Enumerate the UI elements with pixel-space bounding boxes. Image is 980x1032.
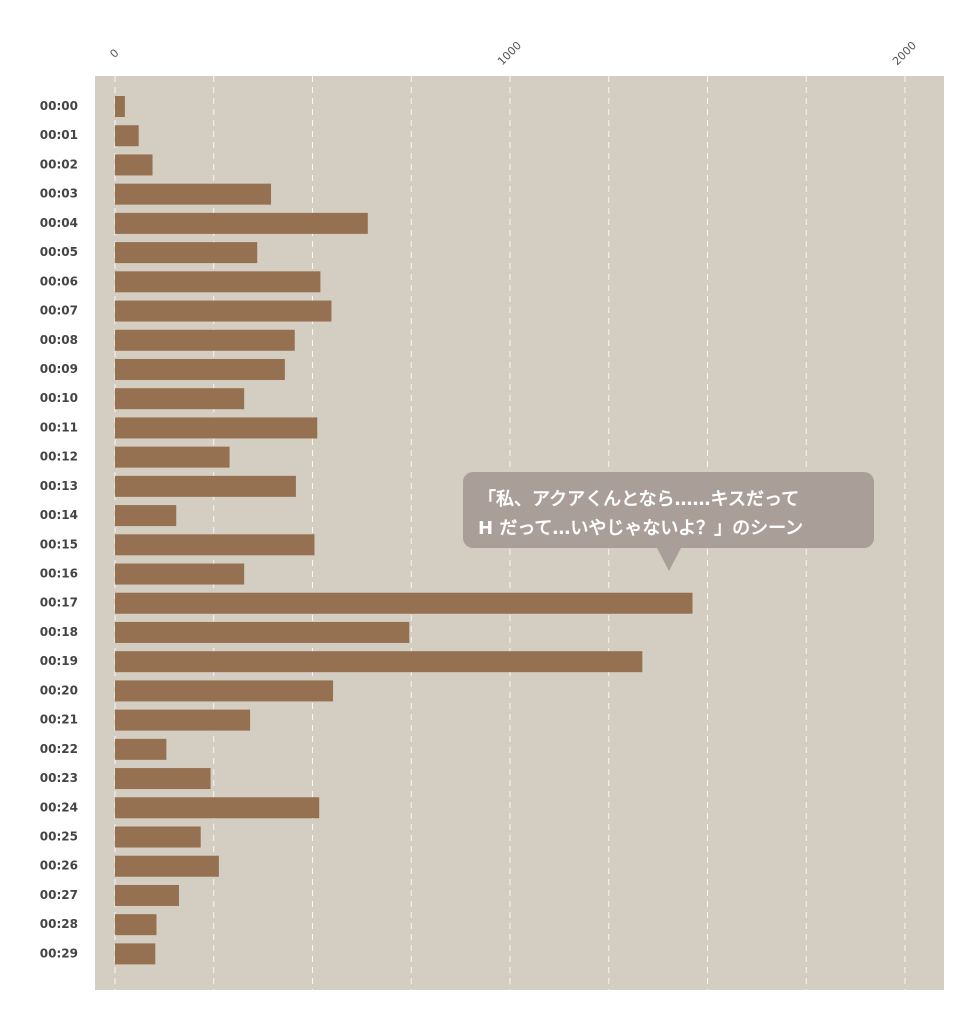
category-label: 00:23	[40, 771, 78, 785]
bar	[115, 826, 201, 848]
x-tick-label: 0	[107, 46, 121, 60]
bar	[115, 446, 230, 468]
x-tick-label: 1000	[495, 39, 524, 68]
bar	[115, 884, 179, 906]
category-label: 00:01	[40, 128, 78, 142]
category-label: 00:18	[40, 625, 78, 639]
category-label: 00:29	[40, 946, 78, 960]
bar	[115, 797, 320, 819]
bar	[115, 475, 296, 497]
bar	[115, 417, 318, 439]
bar	[115, 329, 295, 351]
bar	[115, 855, 219, 877]
annotation-text: H だって…いやじゃないよ？」のシーン	[478, 518, 803, 539]
bar	[115, 592, 693, 614]
category-label: 00:09	[40, 362, 78, 376]
category-label: 00:19	[40, 654, 78, 668]
category-label: 00:12	[40, 450, 78, 464]
category-label: 00:06	[40, 274, 78, 288]
bar	[115, 563, 245, 585]
bar	[115, 534, 315, 556]
bar	[115, 242, 258, 264]
annotation-pointer	[657, 548, 681, 571]
bar	[115, 183, 272, 205]
category-label: 00:10	[40, 391, 78, 405]
bar	[115, 505, 177, 527]
category-label: 00:16	[40, 567, 78, 581]
annotation-text: 「私、アクアくんとなら……キスだって	[478, 488, 799, 510]
category-label: 00:21	[40, 713, 78, 727]
bar	[115, 621, 410, 643]
category-label: 00:13	[40, 479, 78, 493]
category-label: 00:24	[40, 800, 78, 814]
bar	[115, 358, 285, 380]
category-label: 00:25	[40, 830, 78, 844]
category-label: 00:08	[40, 333, 78, 347]
bar	[115, 212, 368, 234]
category-label: 00:07	[40, 304, 78, 318]
category-label: 00:20	[40, 683, 78, 697]
bar	[115, 125, 139, 147]
category-label: 00:26	[40, 859, 78, 873]
bar	[115, 943, 156, 965]
category-label: 00:28	[40, 917, 78, 931]
bar	[115, 96, 125, 117]
category-label: 00:14	[40, 508, 78, 522]
bar	[115, 709, 251, 731]
bar	[115, 271, 321, 293]
bar	[115, 300, 332, 322]
category-label: 00:03	[40, 187, 78, 201]
category-label: 00:15	[40, 537, 78, 551]
bar	[115, 154, 153, 176]
bar	[115, 651, 643, 673]
bar	[115, 738, 167, 760]
bar	[115, 388, 245, 410]
x-tick-label: 2000	[890, 39, 919, 68]
annotation-callout	[463, 472, 874, 548]
category-label: 00:22	[40, 742, 78, 756]
category-label: 00:04	[40, 216, 78, 230]
category-label: 00:02	[40, 157, 78, 171]
category-label: 00:27	[40, 888, 78, 902]
bar	[115, 914, 157, 936]
category-label: 00:11	[40, 420, 78, 434]
bar	[115, 680, 334, 702]
bar	[115, 768, 211, 790]
category-label: 00:17	[40, 596, 78, 610]
category-label: 00:05	[40, 245, 78, 259]
category-label: 00:00	[40, 99, 78, 113]
